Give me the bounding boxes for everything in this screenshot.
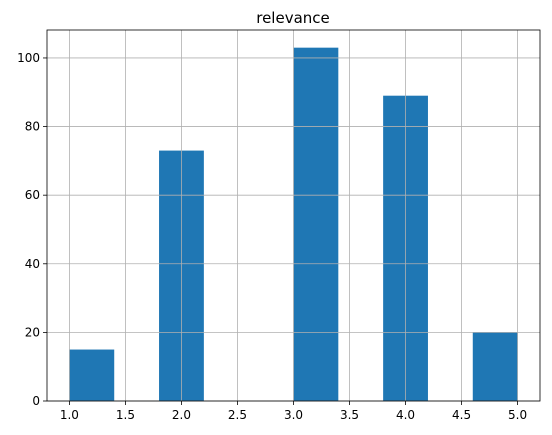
y-tick-label: 100 — [17, 51, 40, 65]
y-tick-label: 40 — [25, 257, 40, 271]
y-tick-label: 80 — [25, 120, 40, 134]
x-tick-label: 5.0 — [508, 408, 527, 422]
x-tick-label: 4.5 — [452, 408, 471, 422]
x-tick-label: 2.0 — [172, 408, 191, 422]
x-axis-ticks: 1.0 1.5 2.0 2.5 3.0 3.5 4.0 4.5 5.0 — [60, 401, 527, 422]
chart-title: relevance — [256, 9, 330, 27]
bar-0 — [69, 349, 115, 401]
y-tick-label: 20 — [25, 325, 40, 339]
bar-4 — [293, 47, 339, 402]
x-tick-label: 2.5 — [228, 408, 247, 422]
y-tick-label: 0 — [32, 394, 40, 408]
x-tick-label: 1.0 — [60, 408, 79, 422]
grid-lines — [47, 30, 540, 402]
x-tick-label: 3.0 — [284, 408, 303, 422]
x-tick-label: 3.5 — [340, 408, 359, 422]
y-axis-ticks: 0 20 40 60 80 100 — [17, 51, 47, 408]
x-tick-label: 4.0 — [396, 408, 415, 422]
y-tick-label: 60 — [25, 188, 40, 202]
x-tick-label: 1.5 — [116, 408, 135, 422]
bar-6 — [472, 332, 518, 401]
